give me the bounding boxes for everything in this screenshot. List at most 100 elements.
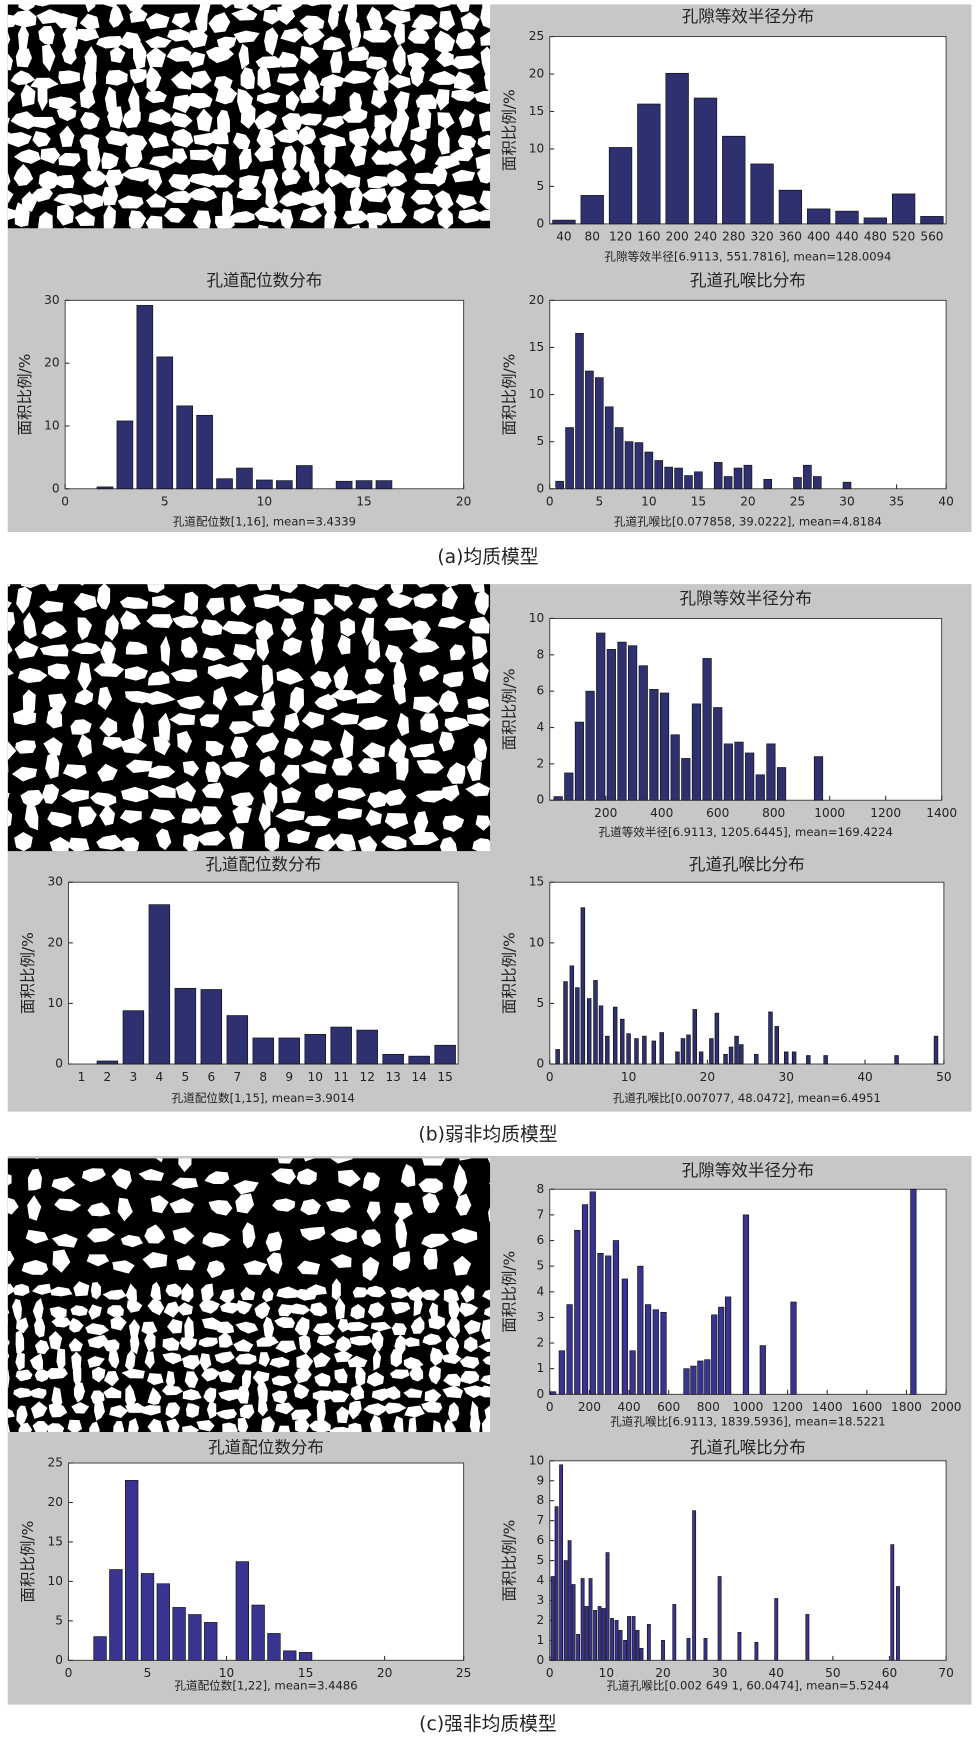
- bar: [612, 1006, 618, 1065]
- x-tick-label: 280: [722, 230, 745, 244]
- grain: [304, 815, 331, 827]
- grain: [409, 638, 440, 653]
- grain: [393, 1415, 404, 1432]
- micro-image: [7, 1158, 491, 1432]
- bar: [894, 1055, 899, 1065]
- grain: [361, 617, 375, 646]
- grain: [446, 1316, 460, 1339]
- bar: [580, 907, 586, 1065]
- grain: [340, 729, 354, 759]
- grain: [113, 1421, 125, 1432]
- grain: [342, 70, 372, 84]
- y-tick-label: 0: [52, 481, 60, 495]
- grain: [467, 696, 490, 711]
- bar: [693, 97, 718, 225]
- grain: [100, 641, 117, 669]
- bar: [335, 480, 353, 490]
- grain: [178, 1158, 192, 1173]
- grain: [70, 1305, 88, 1316]
- grain: [281, 764, 300, 785]
- x-tick-label: 5: [595, 495, 603, 509]
- grain: [231, 7, 258, 21]
- grain: [196, 108, 213, 132]
- grain: [13, 149, 41, 164]
- grain: [14, 640, 39, 659]
- grain: [334, 594, 353, 612]
- x-tick-label: 20: [377, 1666, 392, 1680]
- bar: [661, 1640, 665, 1661]
- grain: [299, 144, 315, 173]
- grain: [393, 4, 416, 11]
- grain: [105, 69, 128, 86]
- y-tick-label: 0: [55, 1057, 63, 1071]
- grain: [480, 1374, 491, 1385]
- grain: [46, 226, 52, 229]
- bar: [683, 1368, 690, 1395]
- grain: [233, 4, 250, 10]
- grain: [446, 762, 466, 784]
- grain: [337, 634, 351, 655]
- grain: [146, 46, 167, 68]
- grain: [20, 83, 36, 107]
- bar: [674, 467, 683, 490]
- grain: [39, 600, 64, 613]
- grain: [261, 168, 279, 192]
- grain: [233, 643, 256, 661]
- grain: [79, 86, 96, 109]
- grain: [330, 1254, 352, 1268]
- grain: [437, 616, 466, 629]
- grain: [458, 108, 475, 129]
- grain: [215, 1408, 237, 1420]
- bar: [283, 1650, 297, 1661]
- grain: [404, 1405, 425, 1418]
- x-tick-label: 30: [839, 495, 854, 509]
- bar: [629, 1350, 636, 1395]
- grain: [410, 0, 431, 2]
- grain: [28, 1387, 47, 1399]
- grain: [473, 90, 491, 105]
- grain: [322, 36, 346, 51]
- grain: [13, 1387, 33, 1399]
- bar: [759, 1345, 766, 1395]
- x-tick-label: 10: [599, 1666, 614, 1680]
- grain: [237, 1417, 249, 1432]
- grain: [129, 68, 147, 84]
- grain: [331, 1278, 341, 1301]
- grain: [453, 1163, 468, 1198]
- grain: [45, 584, 59, 592]
- grain: [170, 111, 193, 128]
- grain: [387, 187, 405, 208]
- grain: [310, 633, 324, 666]
- bar: [605, 1552, 610, 1661]
- grain: [316, 1335, 336, 1347]
- grain: [102, 1289, 127, 1300]
- grain: [203, 1387, 217, 1404]
- x-tick-label: 6: [207, 1070, 215, 1084]
- grain: [60, 788, 89, 803]
- grain: [179, 570, 203, 583]
- grain: [7, 207, 17, 221]
- grain: [323, 186, 336, 215]
- x-tick-label: 440: [835, 230, 858, 244]
- y-tick-label: 3: [537, 1593, 545, 1607]
- grain: [7, 31, 11, 46]
- grain: [274, 1317, 295, 1329]
- grain: [423, 1248, 438, 1270]
- grain: [365, 1285, 387, 1298]
- bar: [356, 1029, 378, 1065]
- grain: [142, 1251, 168, 1269]
- bar: [434, 1044, 456, 1065]
- bar: [723, 476, 733, 490]
- bar: [634, 442, 644, 490]
- x-tick-label: 20: [700, 1070, 715, 1084]
- grain: [463, 1336, 478, 1353]
- grain: [7, 171, 11, 187]
- grain: [184, 1371, 199, 1388]
- grain: [358, 597, 378, 615]
- grain: [51, 1233, 78, 1248]
- grain: [384, 1385, 401, 1400]
- grain: [208, 174, 235, 188]
- bar: [558, 1350, 565, 1395]
- grain: [348, 1400, 362, 1420]
- grain: [437, 112, 455, 130]
